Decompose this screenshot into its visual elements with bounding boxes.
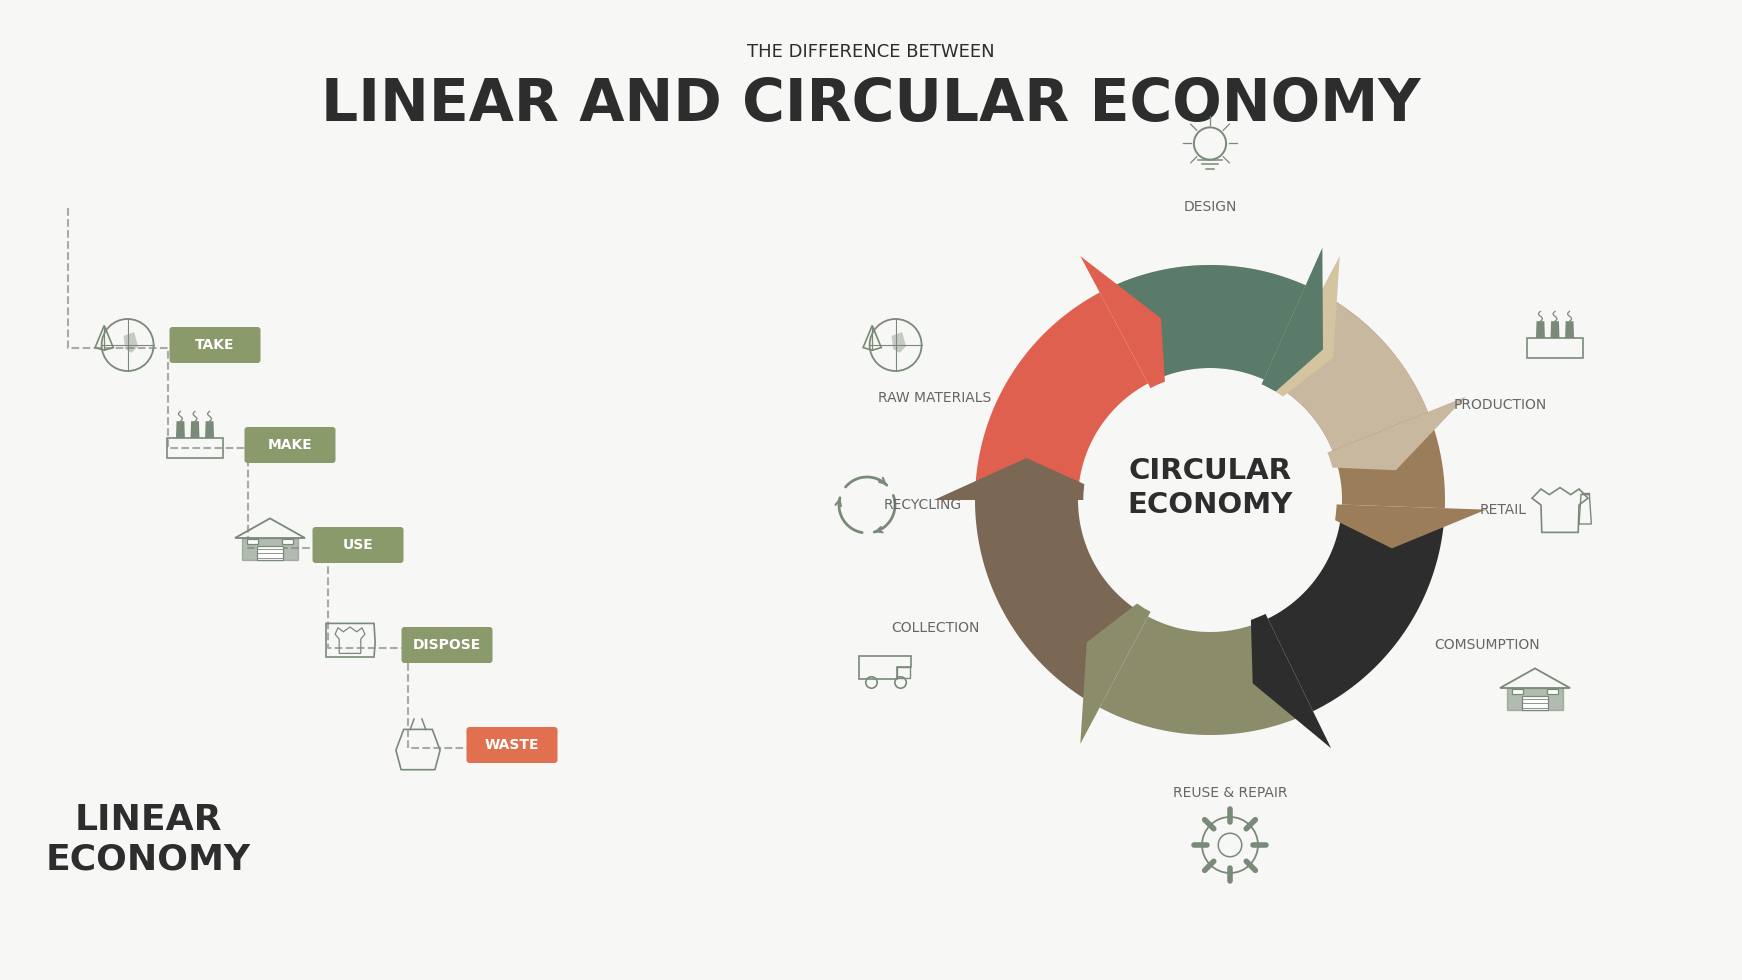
Text: RECYCLING: RECYCLING [883,498,962,512]
Polygon shape [1249,581,1331,749]
Polygon shape [1294,397,1467,470]
Polygon shape [282,539,293,544]
Polygon shape [1564,321,1575,338]
Polygon shape [124,332,138,353]
Text: COMSUMPTION: COMSUMPTION [1434,638,1540,652]
Text: TAKE: TAKE [195,338,235,352]
Polygon shape [934,458,1118,500]
Polygon shape [1275,297,1446,509]
Polygon shape [1301,503,1486,549]
Text: DESIGN: DESIGN [1183,200,1237,214]
Text: CIRCULAR
ECONOMY: CIRCULAR ECONOMY [1127,457,1293,519]
FancyBboxPatch shape [467,727,557,763]
Text: MAKE: MAKE [268,438,312,452]
Polygon shape [1247,248,1322,417]
Polygon shape [1106,265,1305,381]
Text: LINEAR
ECONOMY: LINEAR ECONOMY [45,804,251,877]
Polygon shape [976,500,1144,704]
FancyBboxPatch shape [244,427,336,463]
Polygon shape [1507,688,1563,710]
Polygon shape [247,539,258,544]
Polygon shape [1512,689,1523,694]
Text: DISPOSE: DISPOSE [413,638,481,652]
FancyBboxPatch shape [401,627,493,663]
Polygon shape [1268,289,1428,451]
Polygon shape [176,421,185,438]
Polygon shape [1252,256,1340,419]
Polygon shape [976,292,1148,496]
Text: USE: USE [343,538,373,552]
Polygon shape [1122,265,1320,383]
Polygon shape [892,332,906,353]
Text: THE DIFFERENCE BETWEEN: THE DIFFERENCE BETWEEN [747,43,995,61]
Text: RAW MATERIALS: RAW MATERIALS [878,391,991,405]
Polygon shape [242,538,298,561]
FancyBboxPatch shape [169,327,261,363]
Polygon shape [258,547,282,561]
Text: COLLECTION: COLLECTION [890,621,979,635]
Polygon shape [206,421,214,438]
Text: REUSE & REPAIR: REUSE & REPAIR [1172,786,1287,800]
Polygon shape [1547,689,1557,694]
Polygon shape [1536,321,1545,338]
Polygon shape [1523,697,1547,710]
Polygon shape [1080,256,1167,419]
Polygon shape [1099,616,1305,735]
Polygon shape [190,421,200,438]
Polygon shape [1550,321,1559,338]
Text: RETAIL: RETAIL [1479,503,1526,517]
Circle shape [1084,374,1336,626]
Text: WASTE: WASTE [484,738,540,752]
FancyBboxPatch shape [312,527,404,563]
Polygon shape [1080,580,1167,744]
Text: PRODUCTION: PRODUCTION [1453,398,1547,412]
Polygon shape [1268,510,1444,711]
Text: LINEAR AND CIRCULAR ECONOMY: LINEAR AND CIRCULAR ECONOMY [321,76,1421,133]
